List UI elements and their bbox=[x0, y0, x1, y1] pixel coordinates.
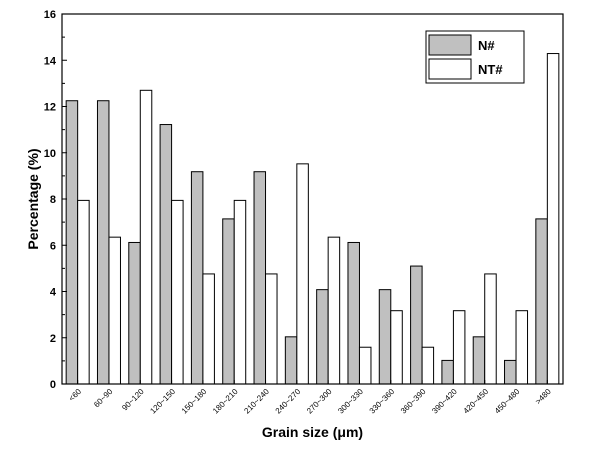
legend-label-n: N# bbox=[478, 38, 495, 53]
x-axis-title: Grain size (μm) bbox=[262, 424, 363, 440]
x-tick-label: 390~420 bbox=[430, 387, 459, 416]
x-tick-label: 360~390 bbox=[399, 387, 428, 416]
x-tick-label: 270~300 bbox=[305, 387, 334, 416]
bar-n-4 bbox=[190, 171, 204, 385]
y-tick-label: 14 bbox=[44, 55, 57, 67]
bars-layer bbox=[65, 53, 560, 385]
bar-n-9 bbox=[347, 241, 360, 385]
x-tick-label: 240~270 bbox=[274, 387, 303, 416]
bar-nt-5 bbox=[233, 199, 247, 385]
y-tick-label: 10 bbox=[44, 148, 56, 160]
y-tick-label: 8 bbox=[50, 194, 56, 206]
bar-n-2 bbox=[128, 241, 141, 385]
x-tick-label: <60 bbox=[67, 387, 83, 403]
bar-nt-14 bbox=[515, 310, 529, 385]
bar-nt-9 bbox=[358, 346, 372, 385]
x-tick-label: 330~360 bbox=[368, 387, 397, 416]
x-tick-label: 150~180 bbox=[180, 387, 209, 416]
y-tick-label: 16 bbox=[44, 9, 56, 21]
bar-n-13 bbox=[472, 336, 486, 385]
x-tick-label: 300~330 bbox=[336, 387, 365, 416]
legend-swatch-n bbox=[428, 34, 472, 56]
bar-n-6 bbox=[253, 171, 267, 385]
x-tick-label: 450~480 bbox=[493, 387, 522, 416]
y-tick-label: 0 bbox=[50, 379, 56, 391]
y-tick-label: 6 bbox=[50, 240, 56, 252]
bar-nt-3 bbox=[171, 199, 184, 385]
bar-nt-6 bbox=[265, 273, 278, 385]
bar-n-0 bbox=[65, 100, 79, 385]
bar-n-3 bbox=[159, 124, 173, 385]
x-tick-label: 120~150 bbox=[148, 387, 177, 416]
bar-n-14 bbox=[504, 359, 517, 385]
bar-n-12 bbox=[441, 359, 454, 385]
bar-nt-0 bbox=[77, 199, 90, 385]
bar-n-1 bbox=[96, 100, 110, 385]
bar-n-10 bbox=[378, 289, 392, 385]
legend-label-nt: NT# bbox=[478, 62, 503, 77]
bar-nt-1 bbox=[108, 236, 121, 385]
bar-nt-11 bbox=[421, 346, 435, 385]
bar-n-5 bbox=[222, 218, 235, 385]
bar-n-7 bbox=[284, 336, 298, 385]
x-axis: <60 60~90 90~120 120~150 150~180 180~210 210~2… bbox=[67, 380, 553, 416]
x-tick-label: 60~90 bbox=[92, 387, 115, 410]
y-axis: 0 2 4 6 8 10 12 14 16 bbox=[44, 9, 67, 391]
bar-nt-2 bbox=[139, 89, 153, 385]
legend-swatch-nt bbox=[428, 58, 472, 80]
y-tick-label: 4 bbox=[50, 287, 57, 299]
y-tick-label: 2 bbox=[50, 333, 56, 345]
x-tick-label: 90~120 bbox=[120, 387, 146, 413]
y-axis-title: Percentage (%) bbox=[25, 148, 41, 249]
y-tick-label: 12 bbox=[44, 102, 56, 114]
bar-nt-7 bbox=[296, 163, 309, 385]
bar-nt-8 bbox=[327, 236, 341, 385]
bar-nt-4 bbox=[202, 273, 215, 385]
bar-nt-10 bbox=[390, 310, 403, 385]
bar-n-15 bbox=[535, 218, 548, 385]
x-tick-label: 420~450 bbox=[462, 387, 491, 416]
bar-n-11 bbox=[410, 265, 423, 385]
x-tick-label: 210~240 bbox=[242, 387, 271, 416]
bar-nt-12 bbox=[452, 310, 466, 385]
legend: N# NT# bbox=[425, 30, 525, 84]
bar-nt-15 bbox=[546, 53, 560, 385]
bar-n-8 bbox=[316, 289, 329, 385]
x-tick-label: >480 bbox=[534, 387, 553, 406]
x-tick-label: 180~210 bbox=[211, 387, 240, 416]
bar-nt-13 bbox=[484, 273, 497, 385]
